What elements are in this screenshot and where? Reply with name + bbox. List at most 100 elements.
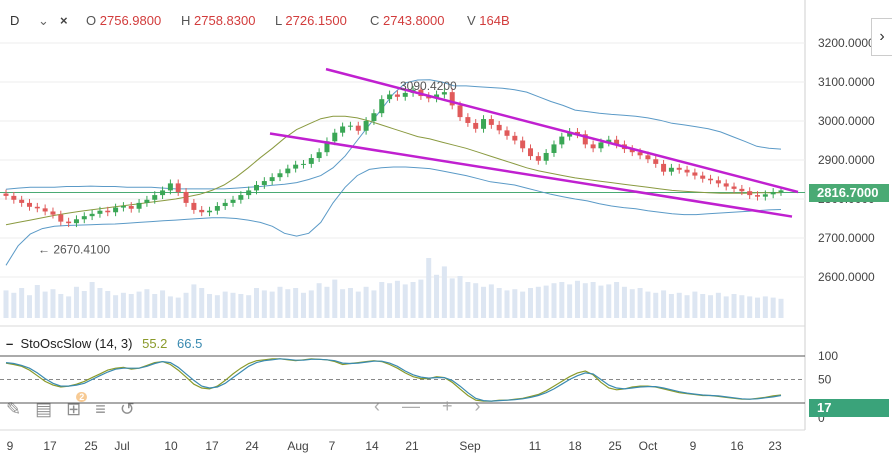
- bollinger-upper-line: [5, 79, 782, 190]
- candle-body: [715, 180, 721, 184]
- volume-bar: [308, 290, 314, 318]
- volume-bar: [261, 290, 267, 318]
- volume-bar: [661, 290, 667, 318]
- volume-bar: [731, 294, 737, 318]
- volume-bar: [105, 291, 111, 318]
- volume-bar: [160, 290, 166, 318]
- volume-bar: [120, 292, 126, 318]
- candle-body: [504, 130, 510, 136]
- volume-bar: [473, 283, 479, 318]
- candle-body: [300, 163, 306, 165]
- volume-bar: [50, 289, 56, 318]
- settings-sliders-icon[interactable]: ≡: [95, 398, 106, 419]
- volume-bar: [199, 288, 205, 318]
- volume-bar: [128, 294, 134, 318]
- notification-badge: 2: [76, 391, 88, 402]
- volume-bar: [457, 276, 463, 318]
- volume-bar: [58, 294, 64, 318]
- stoch-tick-label: 50: [818, 373, 832, 387]
- last-price-badge: 2816.7000: [809, 184, 889, 202]
- candle-body: [308, 158, 314, 164]
- candle-body: [97, 210, 103, 214]
- volume-bar: [708, 295, 714, 318]
- volume-bar: [19, 288, 25, 318]
- candle-body: [175, 183, 181, 192]
- time-tick-label: 11: [529, 439, 542, 453]
- trendlines[interactable]: [269, 67, 799, 218]
- candle-body: [81, 216, 87, 220]
- interval-label[interactable]: D: [10, 13, 20, 28]
- stoch-d-line: [5, 358, 782, 402]
- time-tick-label: 17: [43, 439, 57, 453]
- price-tick-label: 2600.0000: [818, 270, 875, 284]
- volume-bar: [402, 284, 408, 318]
- volume-bar: [629, 289, 635, 318]
- candle-body: [574, 131, 580, 135]
- chevron-right-icon[interactable]: ›: [871, 18, 892, 56]
- candle-body: [261, 181, 267, 185]
- candle-body: [105, 210, 111, 213]
- volume-bar: [535, 286, 541, 318]
- time-tick-label: 24: [245, 439, 259, 453]
- volume-bar: [230, 292, 236, 318]
- volume-bar: [614, 282, 620, 318]
- candle-body: [684, 169, 690, 173]
- candle-body: [598, 142, 604, 149]
- candle-body: [434, 94, 440, 99]
- chevron-left-icon[interactable]: ‹: [374, 396, 380, 416]
- zoom-in-icon[interactable]: +: [442, 396, 453, 416]
- chevron-down-icon[interactable]: ⌄: [38, 13, 49, 28]
- volume-bar: [567, 284, 573, 318]
- candle-body: [637, 152, 643, 156]
- more-icon[interactable]: ×: [60, 13, 68, 28]
- reset-icon[interactable]: ↺: [119, 398, 135, 419]
- candle-body: [152, 195, 158, 200]
- volume-bar: [355, 291, 361, 318]
- candle-body: [755, 195, 761, 197]
- volume-bar: [269, 291, 275, 318]
- trendline-upper[interactable]: [325, 67, 799, 194]
- candle-body: [778, 190, 784, 192]
- volume-bar: [426, 258, 432, 318]
- candle-body: [238, 195, 244, 200]
- volume-bar: [434, 274, 440, 318]
- drawing-toolbar: ✎ ▤ ⊞ 2 ≡ ↺: [6, 391, 135, 422]
- candle-body: [120, 206, 126, 208]
- add-indicator-icon[interactable]: ⊞ 2: [66, 391, 88, 420]
- candle-body: [347, 125, 353, 127]
- candle-body: [363, 121, 369, 131]
- volume-bar: [73, 286, 79, 318]
- volume-bar: [207, 294, 213, 318]
- candle-body: [653, 159, 659, 164]
- candle-body: [520, 140, 526, 149]
- pencil-icon[interactable]: ✎: [6, 398, 22, 419]
- candle-body: [183, 191, 189, 203]
- candle-body: [457, 105, 463, 118]
- volume-bar: [379, 282, 385, 318]
- volume-bar: [26, 295, 32, 318]
- volume-bar: [34, 285, 40, 318]
- volume-bar: [11, 292, 17, 318]
- document-icon[interactable]: ▤: [35, 398, 53, 419]
- candle-body: [629, 149, 635, 153]
- low-marker-label: ← 2670.4100: [38, 243, 110, 257]
- volume-bar: [246, 295, 252, 318]
- collapse-icon[interactable]: –: [6, 336, 14, 351]
- volume-bar: [254, 288, 260, 318]
- volume-bar: [676, 292, 682, 318]
- candle-body: [731, 186, 737, 189]
- stoch-name[interactable]: StoOscSlow (14, 3): [20, 336, 133, 351]
- candle-body: [11, 195, 17, 200]
- volume-bar: [645, 291, 651, 318]
- candle-body: [692, 172, 698, 176]
- volume-label: V: [467, 13, 476, 28]
- volume-bar: [723, 296, 729, 318]
- volume-bar: [488, 284, 494, 318]
- price-grid: [0, 0, 806, 431]
- zoom-out-icon[interactable]: —: [402, 396, 420, 416]
- low-value: 2726.1500: [285, 13, 347, 28]
- chevron-right-icon[interactable]: ›: [474, 396, 481, 416]
- trendline-lower[interactable]: [269, 132, 793, 218]
- volume-bar: [559, 282, 565, 318]
